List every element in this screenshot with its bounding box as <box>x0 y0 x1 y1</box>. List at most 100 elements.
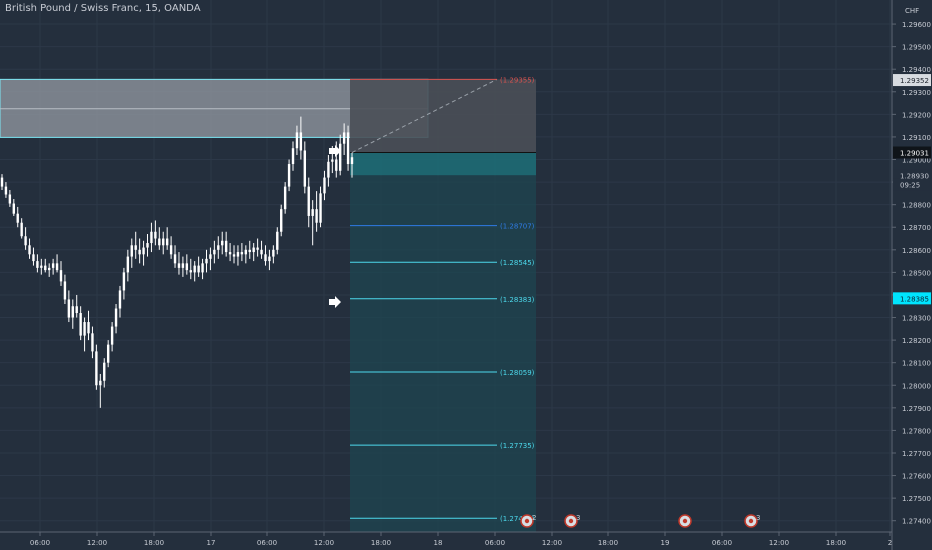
y-tick-label: 1.28700 <box>902 224 931 232</box>
event-flag-dot <box>748 518 754 524</box>
candle-body <box>213 249 216 255</box>
candle-body <box>177 263 181 268</box>
candle-body <box>280 209 283 232</box>
candle-body <box>260 249 263 255</box>
candle-body <box>36 261 39 268</box>
candle-body <box>342 132 346 144</box>
candle-body <box>185 263 189 271</box>
candle-body <box>319 193 322 223</box>
candle-body <box>224 240 228 253</box>
x-tick-label: 18:00 <box>144 539 164 547</box>
candle-body <box>197 265 200 273</box>
candle-layer <box>0 116 354 408</box>
candle-body <box>55 263 59 271</box>
candle-body <box>4 186 8 195</box>
candle-body <box>221 240 224 246</box>
candle-body <box>67 299 71 318</box>
candle-body <box>126 256 130 273</box>
candle-body <box>32 254 35 262</box>
y-tick-label: 1.28500 <box>902 269 931 277</box>
candle-body <box>173 254 177 264</box>
fib-level-label: (1.28707) <box>500 223 535 231</box>
candle-body <box>228 252 232 255</box>
x-tick-label: 18:00 <box>598 539 618 547</box>
candle-body <box>83 322 86 336</box>
x-tick-label: 12:00 <box>314 539 334 547</box>
candle-body <box>217 245 220 250</box>
candle-body <box>165 238 169 246</box>
target-arrow-icon <box>329 296 341 308</box>
event-count: 2 <box>532 514 536 522</box>
candle-body <box>283 186 287 210</box>
arrow-layer <box>329 145 341 308</box>
fib-level-label: (1.28383) <box>500 296 535 304</box>
candle-body <box>114 308 118 327</box>
event-markers[interactable]: 2 3 3 <box>520 514 760 528</box>
event-count: 3 <box>576 514 580 522</box>
x-tick-label: 18 <box>434 539 443 547</box>
candle-body <box>169 245 173 255</box>
x-tick-label: 18:00 <box>826 539 846 547</box>
candle-body <box>181 263 185 268</box>
axis-background <box>892 0 932 550</box>
candle-body <box>103 362 106 381</box>
candle-body <box>12 203 15 214</box>
candle-body <box>95 351 98 386</box>
candle-body <box>287 164 291 187</box>
target-zone[interactable] <box>350 175 536 533</box>
y-tick-label: 1.28600 <box>902 247 931 255</box>
y-tick-label: 1.27900 <box>902 405 931 413</box>
x-tick-label: 2 <box>888 539 892 547</box>
y-tick-label: 1.27700 <box>902 450 931 458</box>
time-axis[interactable]: 06:00 12:00 18:00 17 06:00 12:00 18:00 18 06:00 1… <box>30 532 892 547</box>
event-flag-dot <box>524 518 530 524</box>
candle-body <box>205 258 208 264</box>
candle-body <box>0 177 4 187</box>
fib-level-label: (1.28545) <box>500 259 535 267</box>
candle-body <box>201 263 204 273</box>
candle-body <box>8 194 12 204</box>
x-tick-label: 06:00 <box>30 539 50 547</box>
stop-loss-zone[interactable] <box>350 79 536 153</box>
candle-body <box>295 132 299 149</box>
y-tick-label: 1.28100 <box>902 360 931 368</box>
fib-level-label: (1.27735) <box>500 442 535 450</box>
candle-body <box>20 222 23 237</box>
x-tick-label: 06:00 <box>712 539 732 547</box>
candle-body <box>63 281 67 300</box>
candle-body <box>40 265 43 268</box>
candle-body <box>276 231 279 250</box>
price-badge-label: 1.29352 <box>900 77 929 85</box>
fib-level-label: (1.28059) <box>500 369 535 377</box>
price-badge <box>893 169 931 182</box>
y-tick-label: 1.28300 <box>902 315 931 323</box>
candle-body <box>106 344 110 363</box>
candle-body <box>110 326 114 345</box>
candle-body <box>47 267 51 271</box>
y-tick-label: 1.27600 <box>902 473 931 481</box>
price-badge <box>893 178 931 191</box>
y-tick-label: 1.29000 <box>902 157 931 165</box>
candle-body <box>59 270 63 282</box>
candle-body <box>307 186 310 216</box>
projection-line <box>351 78 498 153</box>
candle-body <box>268 256 271 262</box>
entry-zone[interactable] <box>350 152 536 176</box>
y-tick-label: 1.28000 <box>902 382 931 390</box>
candle-body <box>91 333 94 352</box>
candle-body <box>51 263 55 268</box>
x-tick-label: 06:00 <box>485 539 505 547</box>
candle-body <box>236 252 240 257</box>
candle-body <box>327 161 330 178</box>
candle-body <box>335 159 338 171</box>
x-tick-label: 17 <box>207 539 216 547</box>
candle-body <box>193 265 196 273</box>
fib-layer: (1.29355) (1.28707) (1.28545) (1.28383) (1.2… <box>350 76 535 523</box>
chart-title: British Pound / Swiss Franc, 15, OANDA <box>5 3 201 14</box>
candle-body <box>130 245 133 257</box>
candle-body <box>28 245 31 255</box>
candle-body <box>350 157 354 165</box>
